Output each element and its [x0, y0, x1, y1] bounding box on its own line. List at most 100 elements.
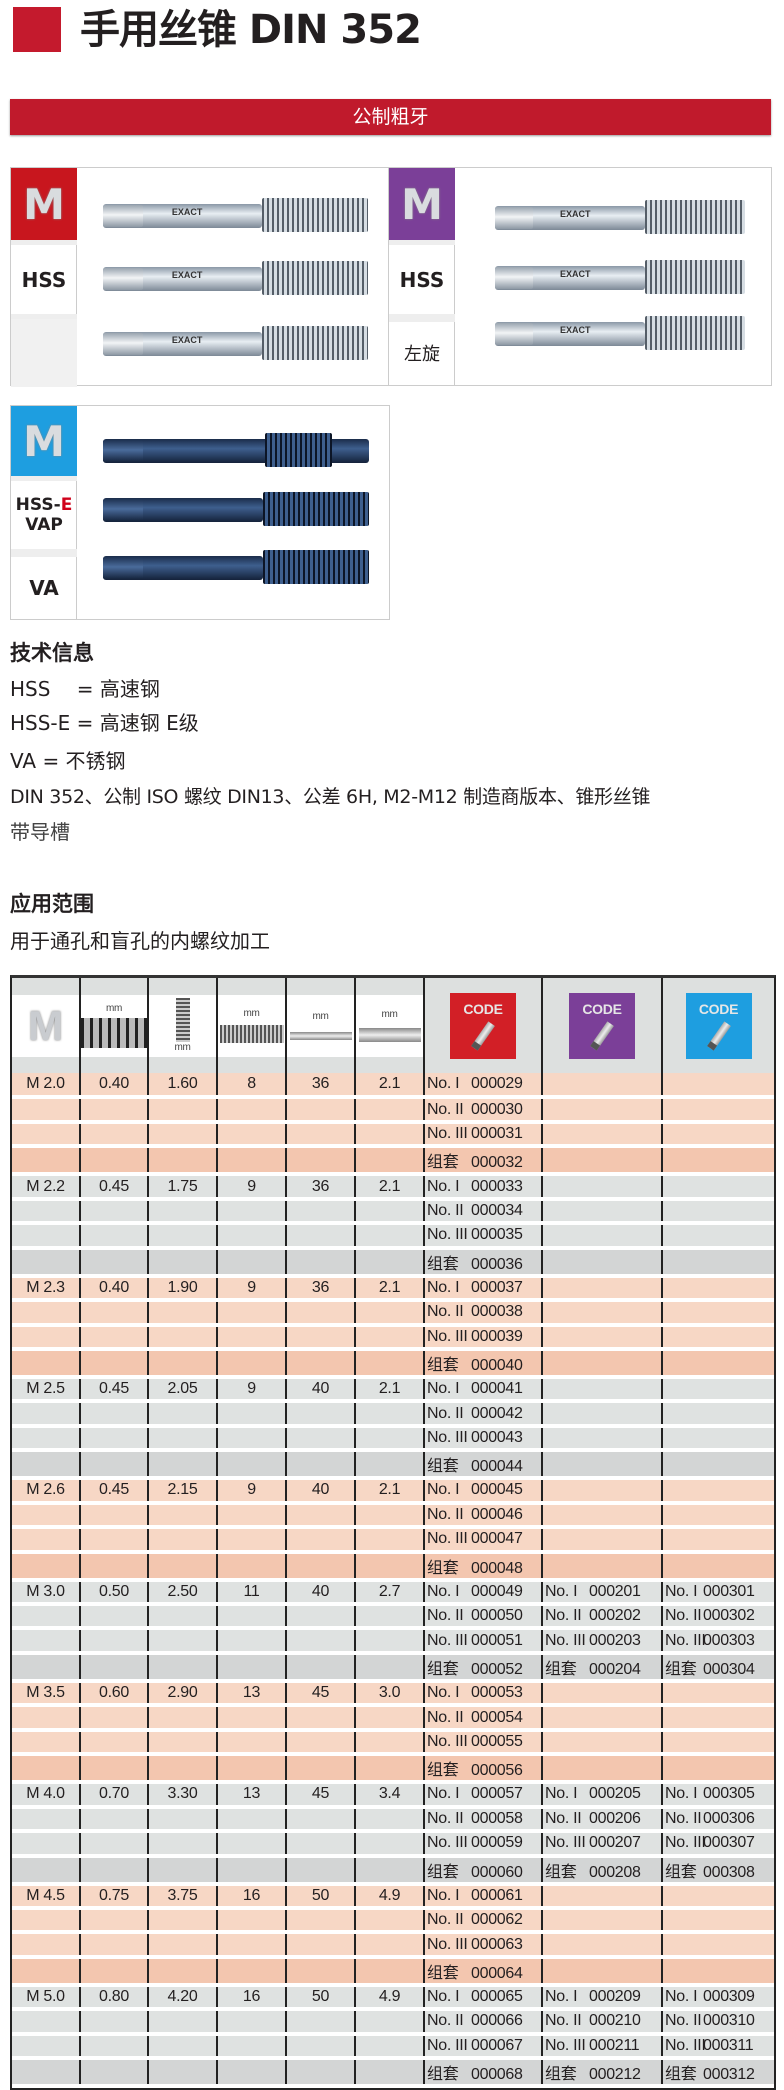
- set-label: No. II: [545, 1607, 582, 1625]
- order-code[interactable]: 000212: [589, 2066, 641, 2084]
- cell-thread-len: 9: [216, 1275, 286, 1303]
- order-code[interactable]: 000203: [589, 1631, 641, 1649]
- order-code[interactable]: 000044: [471, 1458, 523, 1476]
- order-code[interactable]: 000311: [703, 2036, 754, 2054]
- order-code[interactable]: 000201: [589, 1582, 641, 1600]
- cell-size: M 4.0: [12, 1782, 80, 1809]
- order-code[interactable]: 000202: [589, 1607, 641, 1625]
- order-code[interactable]: 000054: [471, 1708, 523, 1726]
- order-code[interactable]: 000067: [471, 2036, 523, 2054]
- order-code[interactable]: 000048: [471, 1559, 523, 1577]
- order-code[interactable]: 000211: [589, 2036, 640, 2054]
- set-label: No. II: [427, 1708, 464, 1726]
- metric-badge: M: [11, 406, 77, 476]
- cell-pitch: [79, 1450, 148, 1481]
- cell-square: [354, 1729, 424, 1757]
- order-code[interactable]: 000310: [703, 2012, 755, 2030]
- order-code[interactable]: 000309: [703, 1988, 755, 2006]
- order-code[interactable]: 000062: [471, 1911, 523, 1929]
- order-code[interactable]: 000039: [471, 1327, 523, 1345]
- cell-drill: [147, 1502, 217, 1530]
- order-code[interactable]: 000030: [471, 1100, 523, 1118]
- order-code[interactable]: 000304: [703, 1660, 755, 1678]
- cell-order-code: No. II 000034: [423, 1198, 542, 1226]
- set-label: No. II: [545, 2012, 582, 2030]
- order-code[interactable]: 000204: [589, 1660, 641, 1678]
- order-code[interactable]: 000308: [703, 1863, 755, 1881]
- order-code[interactable]: 000208: [589, 1863, 641, 1881]
- cell-square: [354, 1831, 424, 1858]
- cell-order-code: [541, 1223, 662, 1250]
- hss-text: HSS-: [15, 495, 61, 515]
- cell-order-code: No. I 000033: [423, 1174, 542, 1201]
- order-code[interactable]: 000038: [471, 1303, 523, 1321]
- set-label: 组套: [665, 1660, 697, 1678]
- thread-length-icon: [219, 1025, 284, 1043]
- cell-drill: 2.15: [147, 1478, 217, 1505]
- cell-total-len: 36: [285, 1275, 355, 1303]
- order-code[interactable]: 000302: [703, 1607, 755, 1625]
- table-row: No. II 000030: [12, 1097, 774, 1124]
- order-code[interactable]: 000057: [471, 1785, 523, 1803]
- order-code[interactable]: 000032: [471, 1154, 523, 1172]
- order-code[interactable]: 000036: [471, 1255, 523, 1273]
- cell-thread-len: 8: [216, 1073, 286, 1100]
- order-code[interactable]: 000061: [471, 1886, 523, 1904]
- order-code[interactable]: 000060: [471, 1863, 523, 1881]
- cell-thread-len: [216, 2058, 286, 2089]
- cell-order-code: [661, 1754, 774, 1785]
- cell-pitch: [79, 2058, 148, 2089]
- order-code[interactable]: 000303: [703, 1631, 755, 1649]
- order-code[interactable]: 000312: [703, 2066, 755, 2084]
- order-code[interactable]: 000046: [471, 1505, 523, 1523]
- order-code[interactable]: 000306: [703, 1809, 755, 1827]
- order-code[interactable]: 000207: [589, 1834, 641, 1852]
- order-code[interactable]: 000042: [471, 1404, 523, 1422]
- cell-total-len: [285, 1754, 355, 1785]
- cell-total-len: [285, 1551, 355, 1582]
- order-code[interactable]: 000056: [471, 1762, 523, 1780]
- cell-thread-len: [216, 1300, 286, 1327]
- cell-square: [354, 1502, 424, 1530]
- order-code[interactable]: 000055: [471, 1732, 523, 1750]
- order-code[interactable]: 000301: [703, 1582, 755, 1600]
- order-code[interactable]: 000049: [471, 1582, 523, 1600]
- order-code[interactable]: 000209: [589, 1988, 641, 2006]
- table-row: No. II 000066 No. II 000210 No. II000310: [12, 2009, 774, 2036]
- cell-order-code: No. I 000061: [423, 1883, 542, 1910]
- cell-order-code: 组套 000036: [423, 1247, 542, 1278]
- order-code[interactable]: 000210: [589, 2012, 641, 2030]
- order-code[interactable]: 000041: [471, 1380, 523, 1398]
- order-code[interactable]: 000066: [471, 2012, 523, 2030]
- order-code[interactable]: 000045: [471, 1481, 523, 1499]
- order-code[interactable]: 000068: [471, 2066, 523, 2084]
- order-code[interactable]: 000205: [589, 1785, 641, 1803]
- order-code[interactable]: 000051: [471, 1631, 523, 1649]
- order-code[interactable]: 000065: [471, 1988, 523, 2006]
- cell-square: [354, 1401, 424, 1428]
- order-code[interactable]: 000047: [471, 1530, 523, 1548]
- order-code[interactable]: 000307: [703, 1834, 755, 1852]
- order-code[interactable]: 000053: [471, 1684, 523, 1702]
- order-code[interactable]: 000035: [471, 1226, 523, 1244]
- cell-order-code: No. I 000037: [423, 1275, 542, 1303]
- order-code[interactable]: 000063: [471, 1935, 523, 1953]
- order-code[interactable]: 000050: [471, 1607, 523, 1625]
- order-code[interactable]: 000033: [471, 1177, 523, 1195]
- order-code[interactable]: 000043: [471, 1429, 523, 1447]
- order-code[interactable]: 000034: [471, 1201, 523, 1219]
- order-code[interactable]: 000058: [471, 1809, 523, 1827]
- cell-order-code: [661, 1300, 774, 1327]
- order-code[interactable]: 000031: [471, 1125, 523, 1143]
- cell-pitch: [79, 1907, 148, 1935]
- order-code[interactable]: 000059: [471, 1834, 523, 1852]
- cell-thread-len: [216, 1956, 286, 1987]
- order-code[interactable]: 000052: [471, 1660, 523, 1678]
- header-drill: mm: [147, 978, 217, 1073]
- order-code[interactable]: 000206: [589, 1809, 641, 1827]
- order-code[interactable]: 000029: [471, 1075, 523, 1093]
- order-code[interactable]: 000037: [471, 1278, 523, 1296]
- order-code[interactable]: 000305: [703, 1785, 755, 1803]
- order-code[interactable]: 000040: [471, 1356, 523, 1374]
- order-code[interactable]: 000064: [471, 1964, 523, 1982]
